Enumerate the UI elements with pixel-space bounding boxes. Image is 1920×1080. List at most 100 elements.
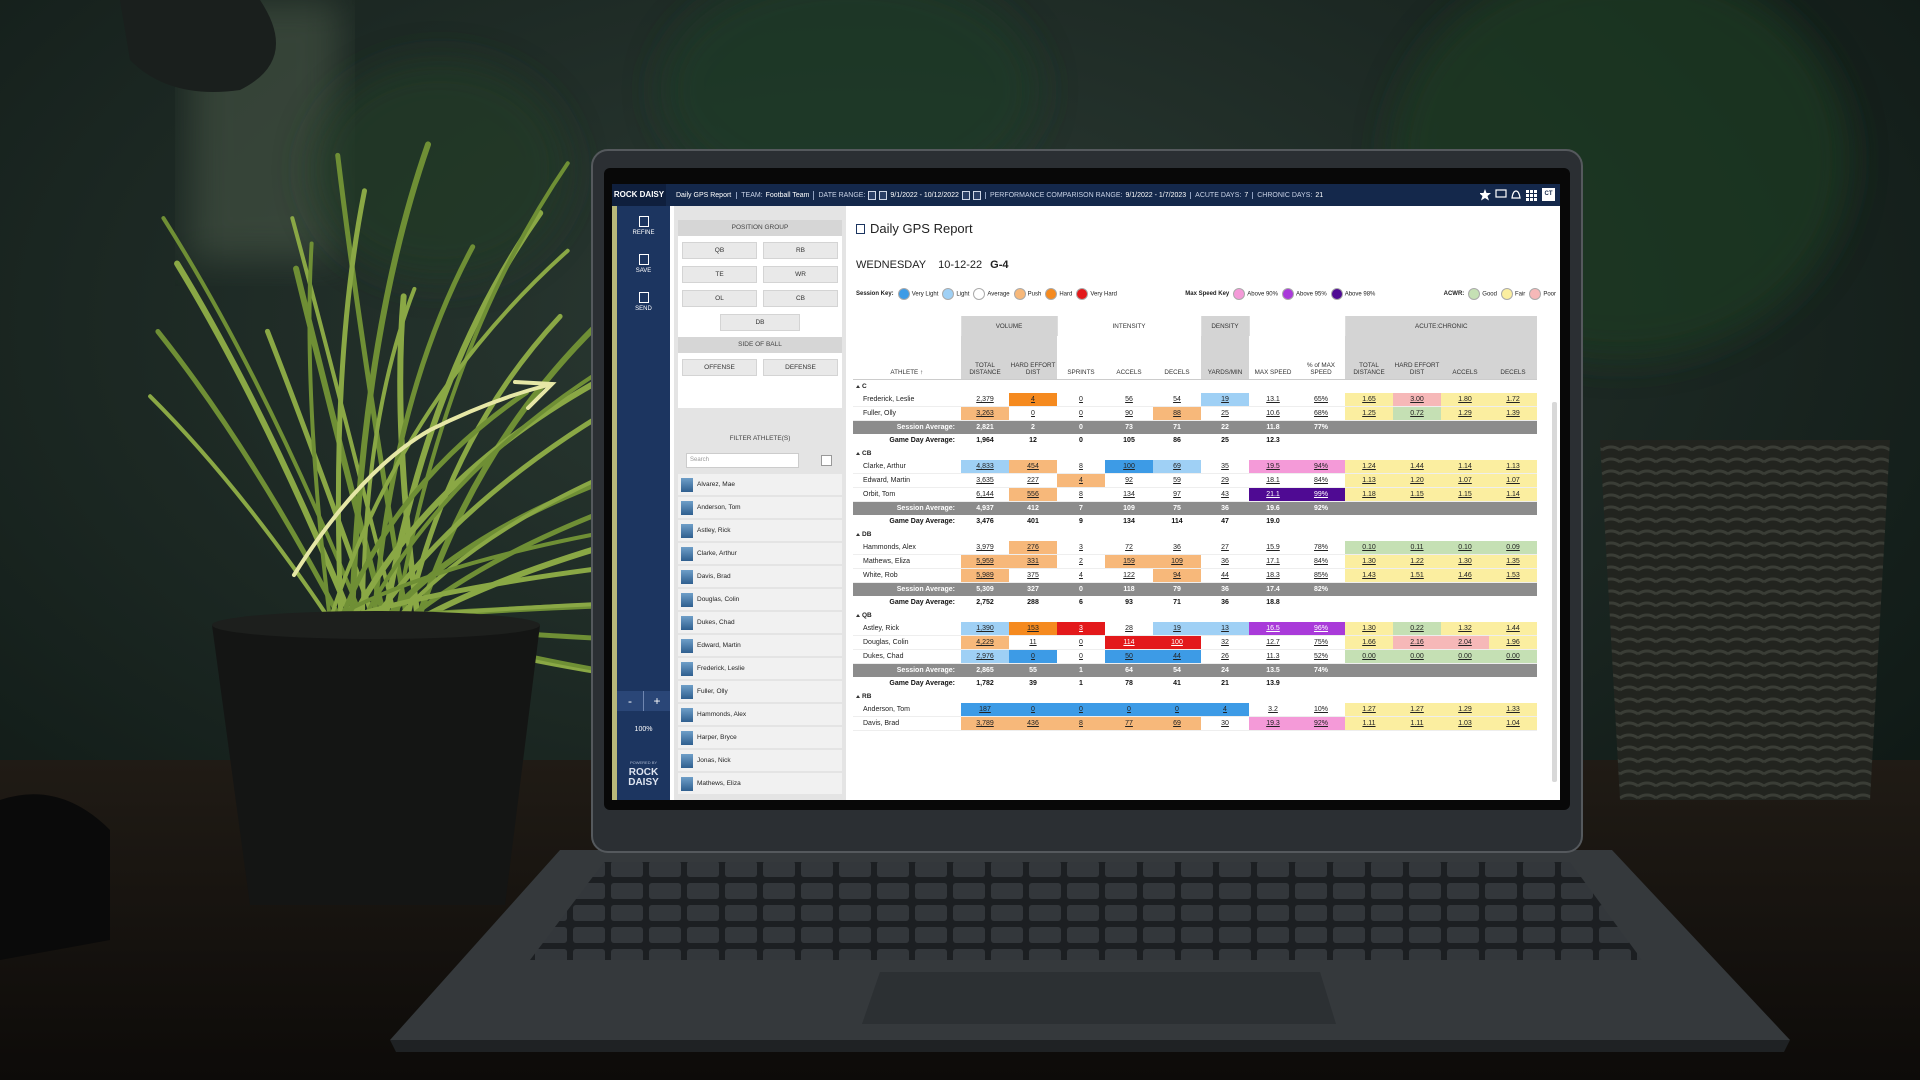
collapse-toggle[interactable] [856,384,860,388]
athlete-row[interactable]: Mathews, Eliza [678,773,842,796]
prev-button[interactable] [879,190,888,200]
metric-cell[interactable]: 26 [1201,649,1249,664]
column-header[interactable]: TOTAL DISTANCE [961,336,1009,380]
metric-cell[interactable]: 28 [1105,622,1153,636]
metric-cell[interactable]: 0 [1057,393,1105,407]
metric-cell[interactable]: 84% [1297,554,1345,569]
metric-cell[interactable]: 1.33 [1489,703,1538,717]
metric-cell[interactable]: 84% [1297,473,1345,488]
metric-cell[interactable]: 11 [1009,635,1057,650]
metric-cell[interactable]: 59 [1153,473,1201,488]
column-header[interactable]: ACCELS [1441,336,1489,380]
metric-cell[interactable]: 19.5 [1249,460,1297,474]
metric-cell[interactable]: 1.53 [1489,568,1538,583]
metric-cell[interactable]: 3,635 [961,473,1009,488]
metric-cell[interactable]: 21.1 [1249,487,1297,502]
metric-cell[interactable]: 122 [1105,568,1153,583]
collapse-toggle[interactable] [856,694,860,698]
metric-cell[interactable]: 0.00 [1345,649,1393,664]
metric-cell[interactable]: 1.20 [1393,473,1441,488]
position-button[interactable]: QB [682,242,757,259]
column-header[interactable]: % of MAX SPEED [1297,336,1345,380]
metric-cell[interactable]: 1.44 [1489,622,1538,636]
metric-cell[interactable]: 0.72 [1393,406,1441,421]
metric-cell[interactable]: 1.43 [1345,568,1393,583]
nav-item[interactable]: SEND [617,292,670,312]
metric-cell[interactable]: 36 [1153,541,1201,555]
athlete-row[interactable]: Hammonds, Alex [678,704,842,727]
metric-cell[interactable]: 2,379 [961,393,1009,407]
metric-cell[interactable]: 16.5 [1249,622,1297,636]
position-button[interactable]: RB [763,242,838,259]
metric-cell[interactable]: 0 [1057,635,1105,650]
position-group-label[interactable]: DB [853,528,1537,541]
metric-cell[interactable]: 1.13 [1345,473,1393,488]
metric-cell[interactable]: 54 [1153,393,1201,407]
metric-cell[interactable]: 1.15 [1393,487,1441,502]
metric-cell[interactable]: 1.29 [1441,406,1489,421]
metric-cell[interactable]: 92% [1297,716,1345,731]
collapse-toggle[interactable] [856,613,860,617]
collapse-toggle[interactable] [856,532,860,536]
metric-cell[interactable]: 1.65 [1345,393,1393,407]
metric-cell[interactable]: 1.04 [1489,716,1538,731]
metric-cell[interactable]: 1.39 [1489,406,1538,421]
metric-cell[interactable]: 30 [1201,716,1249,731]
metric-cell[interactable]: 29 [1201,473,1249,488]
metric-cell[interactable]: 75% [1297,635,1345,650]
metric-cell[interactable]: 13 [1201,622,1249,636]
metric-cell[interactable]: 94% [1297,460,1345,474]
metric-cell[interactable]: 331 [1009,554,1057,569]
metric-cell[interactable]: 100 [1153,635,1201,650]
athlete-row[interactable]: Davis, Brad [678,566,842,589]
metric-cell[interactable]: 11.3 [1249,649,1297,664]
metric-cell[interactable]: 0.22 [1393,622,1441,636]
metric-cell[interactable]: 88 [1153,406,1201,421]
search-input[interactable]: Search [686,453,799,468]
position-group-label[interactable]: CB [853,447,1537,460]
metric-cell[interactable]: 92 [1105,473,1153,488]
metric-cell[interactable]: 78% [1297,541,1345,555]
metric-cell[interactable]: 8 [1057,716,1105,731]
metric-cell[interactable]: 2 [1057,554,1105,569]
metric-cell[interactable]: 4 [1009,393,1057,407]
athlete-row[interactable]: Douglas, Colin [678,589,842,612]
metric-cell[interactable]: 2.04 [1441,635,1489,650]
prev-button[interactable] [868,190,877,200]
metric-cell[interactable]: 187 [961,703,1009,717]
toolbar-icons[interactable] [1480,189,1540,202]
athlete-row[interactable]: Dukes, Chad [678,612,842,635]
metric-cell[interactable]: 25 [1201,406,1249,421]
column-header[interactable]: HARD EFFORT DIST [1393,336,1441,380]
column-header[interactable]: DECELS [1153,336,1201,380]
metric-cell[interactable]: 10% [1297,703,1345,717]
metric-cell[interactable]: 27 [1201,541,1249,555]
metric-cell[interactable]: 1.25 [1345,406,1393,421]
metric-cell[interactable]: 153 [1009,622,1057,636]
position-group-label[interactable]: RB [853,690,1537,703]
metric-cell[interactable]: 15.9 [1249,541,1297,555]
metric-cell[interactable]: 1.80 [1441,393,1489,407]
metric-cell[interactable]: 1.03 [1441,716,1489,731]
metric-cell[interactable]: 19 [1153,622,1201,636]
position-button[interactable]: OL [682,290,757,307]
position-button[interactable]: TE [682,266,757,283]
metric-cell[interactable]: 68% [1297,406,1345,421]
metric-cell[interactable]: 4 [1057,473,1105,488]
metric-cell[interactable]: 65% [1297,393,1345,407]
metric-cell[interactable]: 0 [1009,703,1057,717]
metric-cell[interactable]: 0 [1057,703,1105,717]
metric-cell[interactable]: 35 [1201,460,1249,474]
metric-cell[interactable]: 72 [1105,541,1153,555]
next-button[interactable] [961,190,970,200]
metric-cell[interactable]: 97 [1153,487,1201,502]
metric-cell[interactable]: 114 [1105,635,1153,650]
metric-cell[interactable]: 3.2 [1249,703,1297,717]
metric-cell[interactable]: 0 [1009,406,1057,421]
bell-icon[interactable] [1511,190,1521,199]
select-all-checkbox[interactable] [821,455,832,466]
metric-cell[interactable]: 134 [1105,487,1153,502]
metric-cell[interactable]: 1.30 [1345,554,1393,569]
metric-cell[interactable]: 0.00 [1489,649,1538,664]
athlete-row[interactable]: Astley, Rick [678,520,842,543]
